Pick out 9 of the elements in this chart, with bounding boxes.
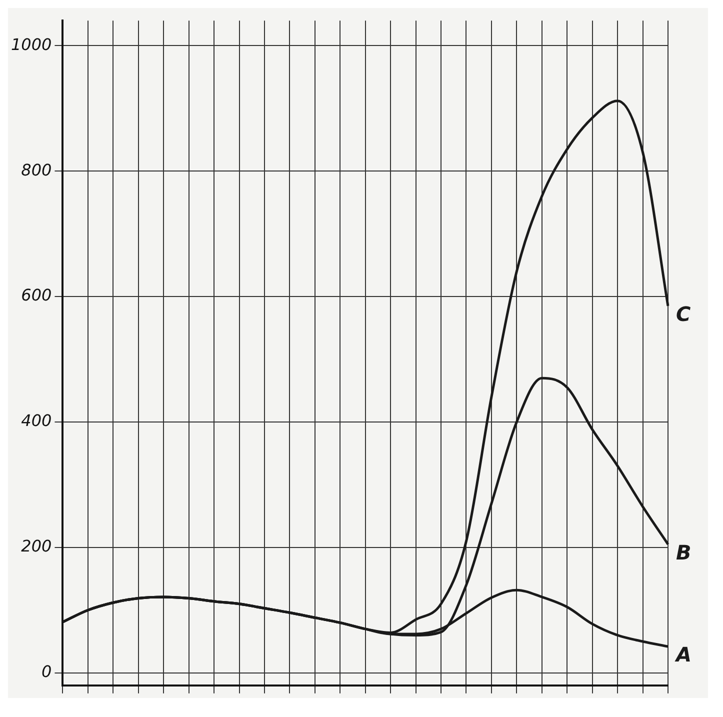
y-tick-label: 400 (21, 411, 52, 430)
series-label: B (676, 540, 692, 564)
y-tick-label: 800 (21, 160, 52, 180)
series-label: C (676, 302, 691, 326)
y-tick-label: 200 (21, 536, 52, 556)
y-tick-label: 1000 (11, 34, 52, 54)
y-tick-label: 600 (21, 286, 52, 305)
y-tick-label: 0 (42, 662, 52, 682)
series-label: A (674, 642, 692, 667)
